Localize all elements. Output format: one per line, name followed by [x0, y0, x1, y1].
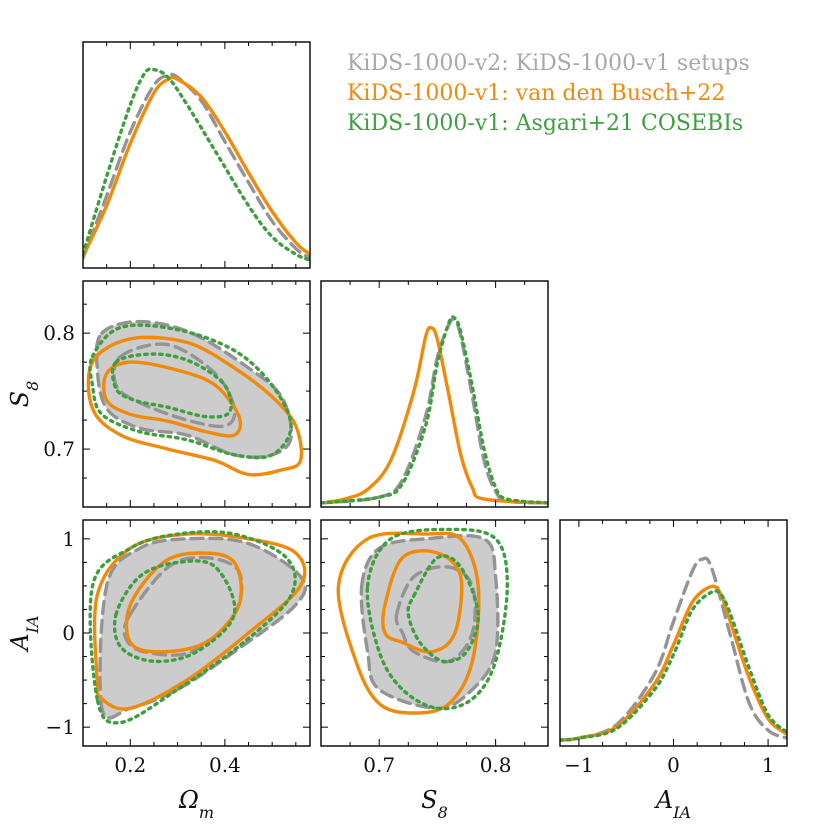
contour-c68-A_IA-vs-S_8-series-2 — [406, 554, 480, 664]
x-axis-label-A_IA: AIA — [654, 786, 691, 822]
y-axis-label-S_8: S8 — [6, 381, 42, 408]
y-axis-label-A_IA: AIA — [6, 615, 42, 652]
x-ticklabel: 0 — [667, 753, 680, 777]
legend: KiDS-1000-v2: KiDS-1000-v1 setups KiDS-1… — [347, 51, 750, 136]
x-ticklabel: 0.4 — [209, 753, 241, 777]
panel-frame — [559, 519, 788, 747]
contour-c68-S_8-vs-Omega_m-series-1 — [101, 360, 243, 438]
marginal-A_IA-series-0 — [560, 556, 787, 742]
marginal-S_8-series-1 — [321, 325, 548, 505]
contour-c95-S_8-vs-Omega_m-series-1 — [86, 335, 304, 477]
panel-A_IA-Omega_m — [88, 530, 308, 725]
contour-c68-A_IA-vs-S_8-series-1 — [381, 549, 464, 654]
marginal-S_8-series-2 — [321, 315, 548, 505]
panel-frame — [320, 280, 549, 508]
panel-frame — [82, 280, 311, 508]
x-ticklabel: 1 — [762, 753, 775, 777]
panel-A_IA-S_8 — [336, 527, 509, 715]
panel-S_8-Omega_m — [86, 319, 304, 477]
y-ticklabel: 0.7 — [43, 437, 75, 461]
y-ticklabel: 0.8 — [43, 321, 75, 345]
marginal-A_IA-series-2 — [560, 589, 787, 742]
x-axis-label-S_8: S8 — [421, 786, 448, 822]
contour-c68-A_IA-vs-Omega_m-series-1 — [124, 551, 244, 654]
y-ticklabel: 1 — [62, 527, 75, 551]
x-ticklabel: −1 — [564, 753, 593, 777]
panels-layer: 0.2 0.4 Ωm 0.7 0.8 S8 −1 0 1 AIA 0.7 0.8 S8 −1 0 1 AIA — [6, 41, 788, 822]
legend-entry-vdbusch: KiDS-1000-v1: van den Busch+22 — [347, 81, 725, 106]
marginal-Omega_m-series-0 — [83, 72, 310, 260]
x-ticklabel: 0.7 — [363, 753, 395, 777]
x-axis-label-Omega_m: Ωm — [178, 786, 214, 822]
marginal-Omega_m-series-2 — [83, 67, 310, 262]
panel-A_IA-A_IA — [560, 556, 787, 742]
contour-c95-A_IA-vs-Omega_m-series-2 — [88, 530, 297, 725]
contour-c68-S_8-vs-Omega_m-series-2 — [110, 352, 233, 419]
y-ticklabel: 0 — [62, 621, 75, 645]
marginal-S_8-series-0 — [321, 317, 548, 505]
contour-c68-A_IA-vs-Omega_m-series-2 — [112, 559, 237, 664]
legend-entry-cosebis: KiDS-1000-v1: Asgari+21 COSEBIs — [347, 111, 743, 136]
x-ticklabel: 0.8 — [480, 753, 512, 777]
panel-Omega_m-Omega_m — [83, 67, 310, 262]
contour-c95-S_8-vs-Omega_m-series-2 — [88, 323, 293, 460]
marginal-A_IA-series-1 — [560, 584, 787, 742]
contour-c95-A_IA-vs-S_8-series-2 — [365, 527, 509, 711]
x-ticklabel: 0.2 — [114, 753, 146, 777]
contour-c95-A_IA-vs-S_8-series-1 — [336, 531, 481, 715]
panel-S_8-S_8 — [321, 315, 548, 505]
marginal-Omega_m-series-1 — [83, 75, 310, 258]
contour-c95-A_IA-vs-Omega_m-series-1 — [92, 532, 307, 711]
panel-frame — [82, 41, 311, 269]
y-ticklabel: −1 — [46, 715, 75, 739]
legend-entry-v2: KiDS-1000-v2: KiDS-1000-v1 setups — [347, 51, 750, 76]
